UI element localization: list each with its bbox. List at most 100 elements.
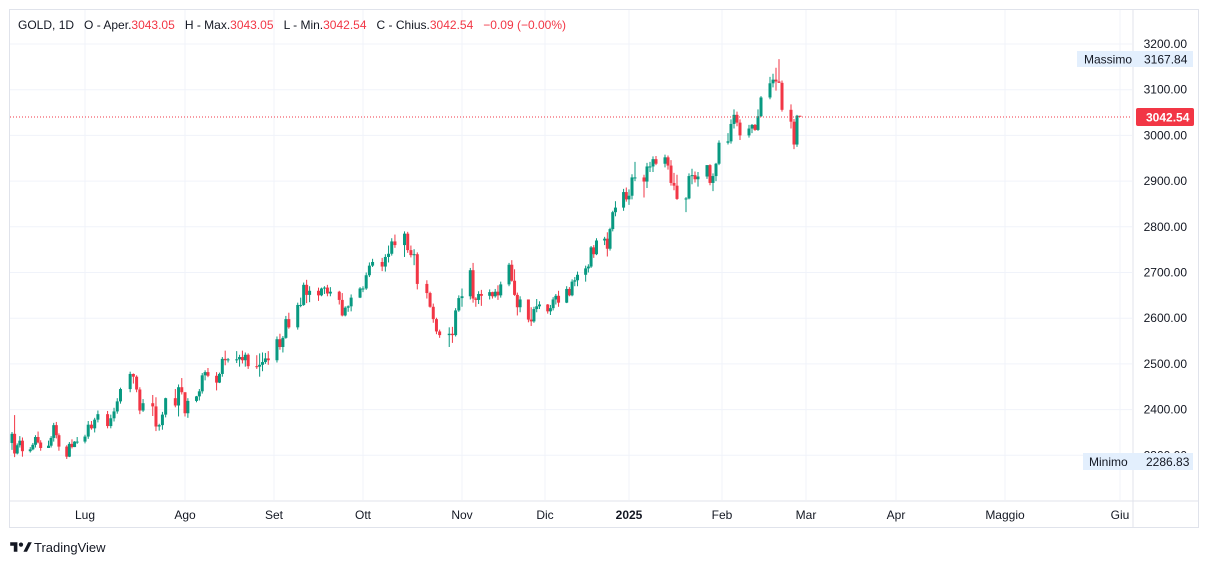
candle xyxy=(20,437,24,457)
candle xyxy=(180,378,184,395)
candle-body xyxy=(479,293,483,296)
candle xyxy=(771,73,775,88)
open-label: O - Aper. xyxy=(84,18,132,32)
candle-body xyxy=(603,238,607,241)
candle xyxy=(526,299,530,323)
candle-body xyxy=(493,291,497,297)
last-price-badge xyxy=(1136,108,1194,126)
y-axis[interactable]: 2300.002400.002500.002600.002700.002800.… xyxy=(1144,37,1188,462)
candle xyxy=(471,262,475,303)
candle xyxy=(557,290,561,307)
candle xyxy=(493,288,497,298)
symbol-name[interactable]: GOLD xyxy=(18,18,53,32)
candle xyxy=(328,287,332,297)
candle-body xyxy=(567,288,571,296)
candle xyxy=(39,440,43,451)
candle-body xyxy=(774,79,778,82)
candle-body xyxy=(28,449,32,452)
candle-body xyxy=(128,373,132,390)
candle xyxy=(605,232,609,257)
candle-body xyxy=(278,339,282,347)
candle-body xyxy=(584,268,588,275)
candle xyxy=(319,287,323,297)
candle xyxy=(36,431,40,444)
candle xyxy=(220,357,224,377)
candle-body xyxy=(499,284,503,296)
candle-body xyxy=(515,294,519,308)
candle-body xyxy=(220,358,224,374)
candle-body xyxy=(141,403,145,411)
candle-body xyxy=(573,280,577,282)
candle xyxy=(551,297,555,311)
candle-body xyxy=(325,287,329,294)
candle xyxy=(412,249,416,266)
candle-body xyxy=(477,293,481,300)
candle xyxy=(141,399,145,412)
high-label: H - Max. xyxy=(184,18,231,32)
candle-body xyxy=(759,97,763,117)
candle xyxy=(393,234,397,248)
candle xyxy=(173,389,177,408)
candle xyxy=(468,267,472,300)
candle-body xyxy=(15,445,19,454)
candle xyxy=(708,164,712,186)
candle-body xyxy=(281,337,285,347)
candle xyxy=(798,115,802,117)
candle xyxy=(774,67,778,91)
candle xyxy=(672,172,676,191)
candle-body xyxy=(490,292,494,297)
candle xyxy=(651,156,655,172)
candle xyxy=(584,265,588,282)
y-tick-label: 2800.00 xyxy=(1144,220,1188,234)
candle-body xyxy=(798,115,802,117)
candle xyxy=(499,281,503,298)
timeframe[interactable]: 1D xyxy=(58,18,75,32)
candle-body xyxy=(36,437,40,443)
candle xyxy=(729,119,733,144)
tradingview-brand[interactable]: TradingView xyxy=(34,539,106,555)
candle-body xyxy=(65,446,69,457)
candle xyxy=(633,161,637,182)
candle-body xyxy=(67,443,71,457)
candle-body xyxy=(777,81,781,83)
candle-body xyxy=(96,414,100,420)
candle xyxy=(47,440,50,448)
candle-body xyxy=(106,414,110,427)
candle-body xyxy=(49,437,53,446)
candle-body xyxy=(518,299,522,308)
candle-body xyxy=(586,266,590,269)
candle xyxy=(750,123,754,134)
candle-body xyxy=(654,159,658,164)
candle xyxy=(554,293,558,305)
candle xyxy=(284,315,288,339)
candle-body xyxy=(346,306,350,308)
candle xyxy=(266,351,270,365)
candle xyxy=(645,162,649,188)
x-axis[interactable]: Lug Ago Set Ott Nov Dic 2025 Feb Mar Apr Maggio Giu xyxy=(75,508,1129,522)
candle xyxy=(70,439,74,449)
candle xyxy=(383,254,387,272)
candle xyxy=(263,352,267,364)
candle xyxy=(33,435,37,448)
candle-body xyxy=(672,182,676,186)
candle-body xyxy=(275,339,279,361)
candle-body xyxy=(425,283,429,294)
candle-body xyxy=(246,354,250,367)
candle-body xyxy=(197,391,201,397)
candle-body xyxy=(305,284,309,295)
candle-body xyxy=(735,114,739,123)
candle xyxy=(349,294,353,312)
candle-body xyxy=(732,114,736,124)
candle-body xyxy=(349,297,353,307)
candle xyxy=(711,173,715,192)
candle xyxy=(135,375,139,393)
candle-body xyxy=(537,304,541,307)
x-tick-label: Giu xyxy=(1111,508,1130,522)
candle-body xyxy=(795,115,799,145)
candle-body xyxy=(238,357,242,360)
candle xyxy=(183,392,187,417)
candle-body xyxy=(89,424,93,429)
candle xyxy=(131,373,135,384)
candle-body xyxy=(711,176,715,183)
